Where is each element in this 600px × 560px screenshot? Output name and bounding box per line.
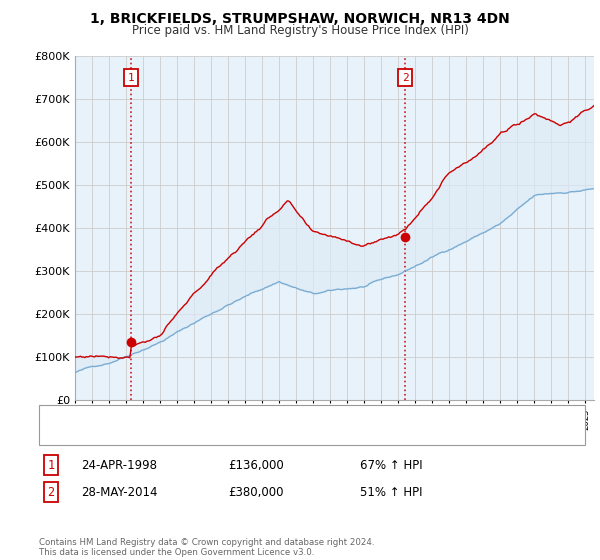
Text: Price paid vs. HM Land Registry's House Price Index (HPI): Price paid vs. HM Land Registry's House …	[131, 24, 469, 36]
Text: £136,000: £136,000	[228, 459, 284, 472]
Text: 51% ↑ HPI: 51% ↑ HPI	[360, 486, 422, 499]
Text: £380,000: £380,000	[228, 486, 284, 499]
Text: 28-MAY-2014: 28-MAY-2014	[81, 486, 157, 499]
Text: 2: 2	[402, 73, 409, 82]
Text: 67% ↑ HPI: 67% ↑ HPI	[360, 459, 422, 472]
Text: 1, BRICKFIELDS, STRUMPSHAW, NORWICH, NR13 4DN: 1, BRICKFIELDS, STRUMPSHAW, NORWICH, NR1…	[90, 12, 510, 26]
Text: 1: 1	[128, 73, 134, 82]
Text: 1, BRICKFIELDS, STRUMPSHAW, NORWICH, NR13 4DN (detached house): 1, BRICKFIELDS, STRUMPSHAW, NORWICH, NR1…	[84, 411, 442, 421]
Text: 2: 2	[47, 486, 55, 499]
Text: 24-APR-1998: 24-APR-1998	[81, 459, 157, 472]
Text: Contains HM Land Registry data © Crown copyright and database right 2024.
This d: Contains HM Land Registry data © Crown c…	[39, 538, 374, 557]
Text: HPI: Average price, detached house, Broadland: HPI: Average price, detached house, Broa…	[84, 430, 319, 439]
Text: 1: 1	[47, 459, 55, 472]
